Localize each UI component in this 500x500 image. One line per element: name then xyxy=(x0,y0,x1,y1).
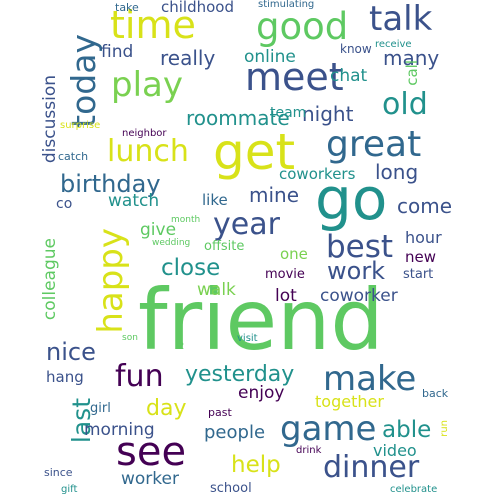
word-come: come xyxy=(397,194,453,218)
word-visit: visit xyxy=(237,333,258,344)
word-help: help xyxy=(231,452,281,478)
word-school: school xyxy=(210,481,252,496)
word-stimulating: stimulating xyxy=(258,0,315,10)
word-happy: happy xyxy=(91,228,131,334)
word-receive: receive xyxy=(375,39,412,50)
word-together: together xyxy=(315,392,384,411)
word-since: since xyxy=(44,466,73,479)
word-back: back xyxy=(422,387,449,400)
word-wedding: wedding xyxy=(152,238,191,248)
word-night: night xyxy=(302,102,354,126)
word-know: know xyxy=(340,42,372,56)
word-close: close xyxy=(161,255,221,281)
word-call: call xyxy=(403,60,421,86)
word-like: like xyxy=(202,191,228,209)
word-play: play xyxy=(111,65,183,105)
word-chat: chat xyxy=(330,66,368,86)
word-drink: drink xyxy=(296,445,322,456)
word-talk: talk xyxy=(369,0,433,39)
word-offsite: offsite xyxy=(204,239,245,254)
word-start: start xyxy=(403,267,434,282)
word-people: people xyxy=(204,422,266,443)
word-hang: hang xyxy=(46,368,84,386)
word-old: old xyxy=(382,87,428,122)
word-best: best xyxy=(326,229,394,265)
word-make: make xyxy=(323,359,417,399)
word-walk: walk xyxy=(197,280,236,300)
word-discussion: discussion xyxy=(40,75,60,164)
word-one: one xyxy=(280,245,308,263)
word-find: find xyxy=(101,42,134,62)
word-nice: nice xyxy=(46,338,96,366)
word-coworker: coworker xyxy=(320,286,398,306)
word-video: video xyxy=(373,441,417,460)
word-hour: hour xyxy=(405,228,442,247)
word-today: today xyxy=(64,34,103,128)
word-girl: girl xyxy=(90,401,111,416)
word-enjoy: enjoy xyxy=(238,383,285,403)
word-mine: mine xyxy=(249,183,300,207)
word-team: team xyxy=(270,105,307,121)
word-childhood: childhood xyxy=(161,0,234,16)
word-gift: gift xyxy=(61,484,78,495)
word-coworkers: coworkers xyxy=(279,165,356,183)
word-meet: meet xyxy=(245,55,344,99)
word-past: past xyxy=(208,406,232,419)
word-catch: catch xyxy=(58,150,89,163)
word-online: online xyxy=(244,47,296,67)
word-watch: watch xyxy=(108,191,160,211)
word-lunch: lunch xyxy=(107,134,189,169)
word-new: new xyxy=(405,248,437,266)
word-time: time xyxy=(110,3,196,47)
word-neighbor: neighbor xyxy=(122,128,167,139)
word-good: good xyxy=(256,5,349,48)
word-birthday: birthday xyxy=(60,170,161,198)
word-many: many xyxy=(383,46,440,70)
word-friend: friend xyxy=(138,271,384,369)
word-get: get xyxy=(213,123,296,181)
word-able: able xyxy=(382,417,432,443)
word-month: month xyxy=(171,215,201,225)
word-long: long xyxy=(375,160,419,184)
word-take: take xyxy=(115,1,139,14)
word-co: co xyxy=(56,196,73,212)
word-fun: fun xyxy=(115,359,164,394)
word-game: game xyxy=(280,409,377,449)
word-morning: morning xyxy=(84,420,155,440)
word-day: day xyxy=(146,396,187,421)
word-yesterday: yesterday xyxy=(185,362,295,387)
word-movie: movie xyxy=(265,267,305,282)
word-great: great xyxy=(326,124,422,165)
word-dinner: dinner xyxy=(323,450,420,485)
word-year: year xyxy=(213,207,280,242)
word-2: 2 xyxy=(178,341,185,352)
word-go: go xyxy=(315,165,388,233)
word-lot: lot xyxy=(275,286,297,306)
word-colleague: colleague xyxy=(40,238,60,321)
word-really: really xyxy=(160,46,216,70)
word-roommate: roommate xyxy=(186,106,290,130)
word-son: son xyxy=(122,333,138,343)
word-worker: worker xyxy=(121,469,179,489)
word-celebrate: celebrate xyxy=(390,484,438,495)
word-give: give xyxy=(140,220,177,240)
word-run: run xyxy=(439,420,450,437)
word-work: work xyxy=(327,257,386,285)
word-surprise: surprise xyxy=(60,120,101,131)
word-see: see xyxy=(116,429,187,475)
